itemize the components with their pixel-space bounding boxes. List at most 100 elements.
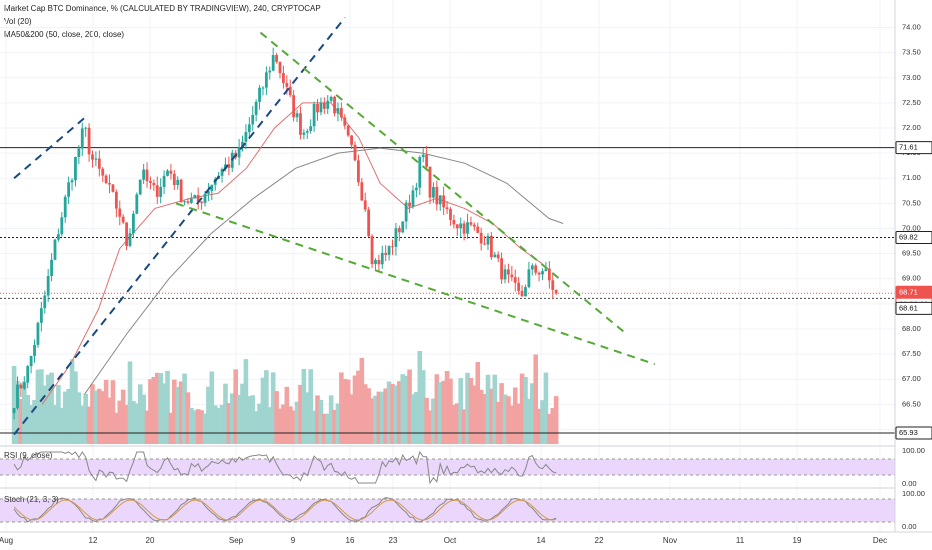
candle-body — [455, 224, 459, 229]
candle-body — [135, 194, 139, 214]
volume-bar — [209, 371, 215, 444]
stoch-d-line — [13, 499, 557, 521]
volume-bar — [410, 394, 416, 444]
candle-body — [193, 195, 197, 199]
candle-body — [227, 164, 231, 168]
volume-bar — [229, 393, 235, 444]
candle-body — [220, 169, 224, 176]
candle-body — [329, 96, 333, 101]
candle-body — [254, 101, 258, 115]
candle-body — [128, 233, 132, 246]
volume-bar — [403, 375, 409, 444]
candles — [12, 47, 558, 420]
time-tick-label: Oct — [444, 536, 457, 545]
candle-body — [496, 254, 500, 259]
candle-body — [483, 243, 486, 245]
volume-bar — [315, 395, 320, 444]
volume-bar — [509, 405, 515, 444]
candle-body — [411, 190, 415, 207]
volume-bar — [379, 391, 385, 444]
volume-bar — [342, 379, 348, 444]
series-ma200-line — [84, 147, 564, 395]
volume-bar — [267, 407, 273, 444]
candle-body — [292, 95, 296, 118]
volume-bar — [260, 377, 266, 444]
candle-body — [295, 113, 299, 118]
volume-bar — [301, 368, 307, 444]
volume-bar — [390, 384, 395, 444]
candle-body — [367, 209, 371, 237]
candle-body — [544, 268, 548, 272]
volume-bar — [495, 401, 501, 444]
candle-body — [125, 222, 128, 246]
candle-body — [333, 96, 336, 114]
volume-bar — [448, 378, 453, 444]
candle-body — [554, 289, 558, 294]
candle-body — [343, 117, 347, 126]
volume-bar — [362, 384, 368, 444]
series-ma50-line — [41, 102, 543, 405]
candle-body — [339, 108, 343, 118]
volume-bar — [59, 407, 65, 444]
volume-bar — [86, 406, 92, 444]
candle-body — [210, 184, 214, 192]
volume-bar — [161, 383, 167, 444]
candle-body — [22, 382, 26, 389]
candle-body — [261, 87, 265, 89]
candle-body — [132, 213, 135, 234]
time-tick-label: 14 — [537, 536, 546, 545]
time-tick-label: Dec — [873, 536, 887, 545]
volume-bar — [199, 410, 204, 444]
price-tag-label: 68.71 — [899, 287, 918, 296]
volume-bar — [274, 391, 279, 444]
candle-body — [87, 127, 91, 155]
volume-bar — [114, 412, 119, 444]
candle-body — [442, 195, 446, 208]
volume-bar — [420, 370, 426, 444]
price-tick-label: 66.50 — [902, 399, 921, 408]
volume-bar — [345, 379, 351, 444]
candle-body — [16, 384, 19, 409]
volume-bar — [124, 404, 129, 444]
candle-body — [176, 179, 180, 186]
volume-bar — [83, 393, 88, 444]
candle-body — [486, 235, 490, 245]
volume-bar — [478, 389, 484, 444]
candle-body — [271, 55, 275, 71]
candle-body — [524, 287, 527, 297]
candle-body — [104, 175, 108, 184]
candle-body — [36, 322, 40, 345]
candle-body — [288, 86, 292, 96]
time-tick-label: 11 — [736, 536, 745, 545]
candle-body — [421, 154, 425, 158]
volume-legend: Vol (20) — [4, 17, 32, 26]
price-tick-label: 67.00 — [902, 374, 921, 383]
candle-body — [172, 173, 176, 186]
candle-body — [264, 72, 268, 88]
volume-bar — [373, 395, 378, 444]
candle-body — [469, 222, 473, 225]
volume-bar — [240, 383, 245, 444]
volume-bar — [291, 410, 296, 444]
volume-bar — [328, 395, 334, 444]
volume-bar — [192, 410, 198, 444]
candle-body — [101, 168, 105, 176]
candle-body — [380, 252, 384, 265]
candle-body — [57, 234, 60, 240]
candle-body — [155, 185, 159, 197]
candle-body — [322, 102, 326, 109]
candle-body — [111, 184, 115, 192]
volume-bar — [322, 413, 327, 444]
volume-bar — [434, 374, 440, 444]
price-tag — [895, 231, 932, 245]
volume-bar — [42, 385, 48, 444]
volume-bar — [461, 409, 467, 444]
volume-bar — [547, 413, 552, 444]
candle-body — [357, 160, 360, 183]
volume-bar — [90, 384, 95, 444]
candle-body — [196, 195, 200, 202]
volume-bar — [335, 403, 341, 444]
volume-bar — [437, 382, 443, 444]
candle-body — [268, 70, 272, 73]
